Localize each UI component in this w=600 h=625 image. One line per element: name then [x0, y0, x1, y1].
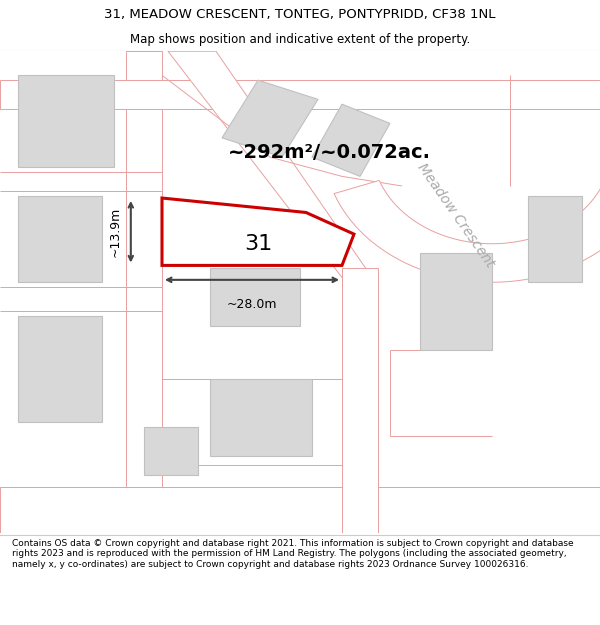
Text: Meadow Crescent: Meadow Crescent — [415, 160, 497, 269]
Polygon shape — [222, 80, 318, 157]
Text: 31: 31 — [244, 234, 272, 254]
Text: Contains OS data © Crown copyright and database right 2021. This information is : Contains OS data © Crown copyright and d… — [12, 539, 574, 569]
Polygon shape — [18, 196, 102, 282]
Polygon shape — [18, 316, 102, 422]
Polygon shape — [144, 427, 198, 475]
Text: 31, MEADOW CRESCENT, TONTEG, PONTYPRIDD, CF38 1NL: 31, MEADOW CRESCENT, TONTEG, PONTYPRIDD,… — [104, 8, 496, 21]
Polygon shape — [420, 253, 492, 349]
Text: Map shows position and indicative extent of the property.: Map shows position and indicative extent… — [130, 34, 470, 46]
Polygon shape — [334, 156, 600, 282]
Text: ~13.9m: ~13.9m — [109, 207, 122, 257]
Polygon shape — [210, 379, 312, 456]
Polygon shape — [342, 268, 378, 532]
Polygon shape — [528, 196, 582, 282]
Text: ~292m²/~0.072ac.: ~292m²/~0.072ac. — [228, 142, 431, 162]
Polygon shape — [168, 51, 372, 278]
Polygon shape — [126, 51, 162, 532]
Polygon shape — [0, 80, 600, 109]
Polygon shape — [210, 268, 300, 326]
Polygon shape — [18, 75, 114, 167]
Polygon shape — [0, 487, 600, 532]
Polygon shape — [312, 104, 390, 176]
Text: ~28.0m: ~28.0m — [227, 298, 277, 311]
Polygon shape — [162, 198, 354, 266]
